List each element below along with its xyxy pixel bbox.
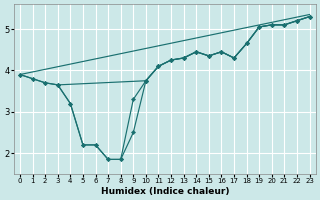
X-axis label: Humidex (Indice chaleur): Humidex (Indice chaleur) (100, 187, 229, 196)
